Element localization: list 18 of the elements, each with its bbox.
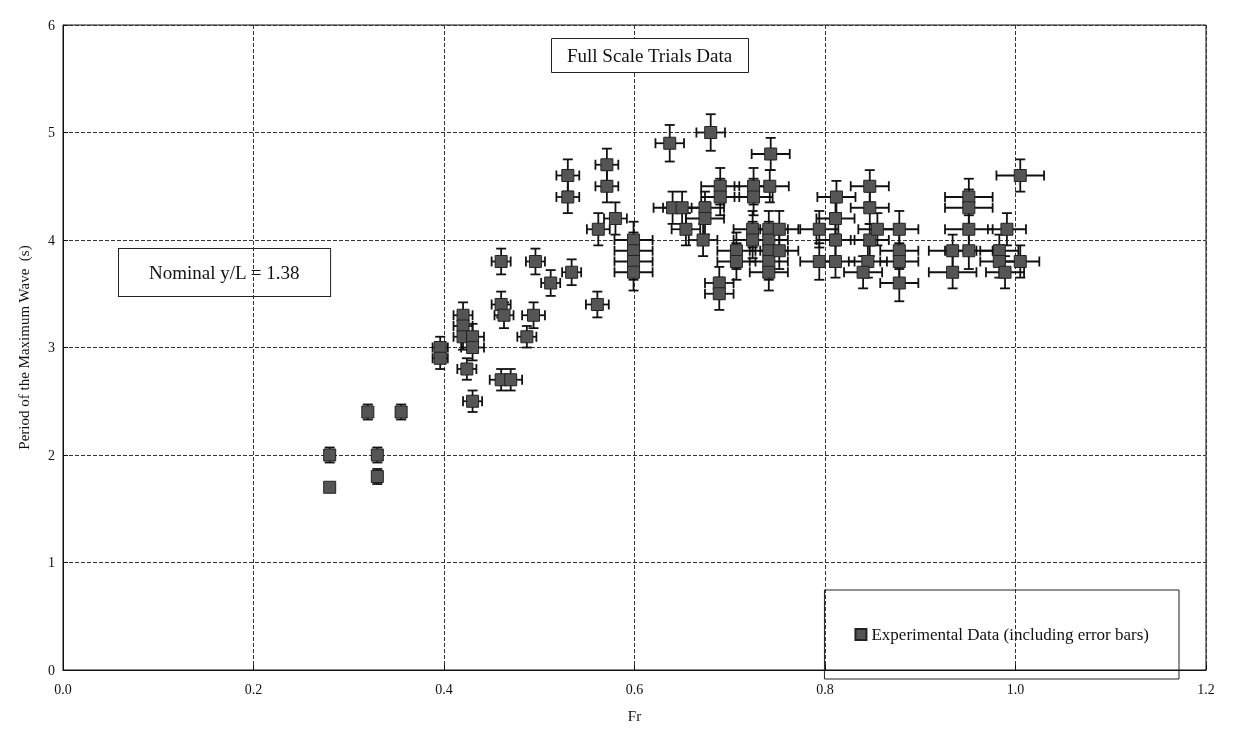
y-tick-label: 5 bbox=[48, 125, 55, 140]
y-tick-label: 4 bbox=[48, 232, 55, 248]
y-tick-label: 0 bbox=[48, 662, 55, 678]
x-tick-label: 0.8 bbox=[816, 681, 834, 697]
y-tick-label: 6 bbox=[48, 17, 55, 33]
x-tick-label: 0.2 bbox=[244, 681, 263, 697]
x-tick-label: 1.2 bbox=[1197, 681, 1215, 697]
legend-label: Experimental Data (including error bars) bbox=[871, 625, 1150, 644]
x-tick-label: 0.0 bbox=[54, 681, 72, 697]
x-tick-label: 0.4 bbox=[435, 681, 453, 697]
y-axis-title: Period of the Maximum Wave (s) bbox=[15, 245, 33, 450]
x-axis-title: Fr bbox=[627, 707, 642, 724]
y-tick-label: 2 bbox=[48, 447, 55, 463]
x-tick-label: 1.0 bbox=[1006, 681, 1025, 697]
text: Full Scale Trials Data bbox=[567, 45, 733, 66]
y-tick-label: 1 bbox=[48, 555, 55, 570]
x-tick-label: 0.6 bbox=[625, 681, 644, 697]
y-tick-label: 3 bbox=[48, 340, 55, 355]
